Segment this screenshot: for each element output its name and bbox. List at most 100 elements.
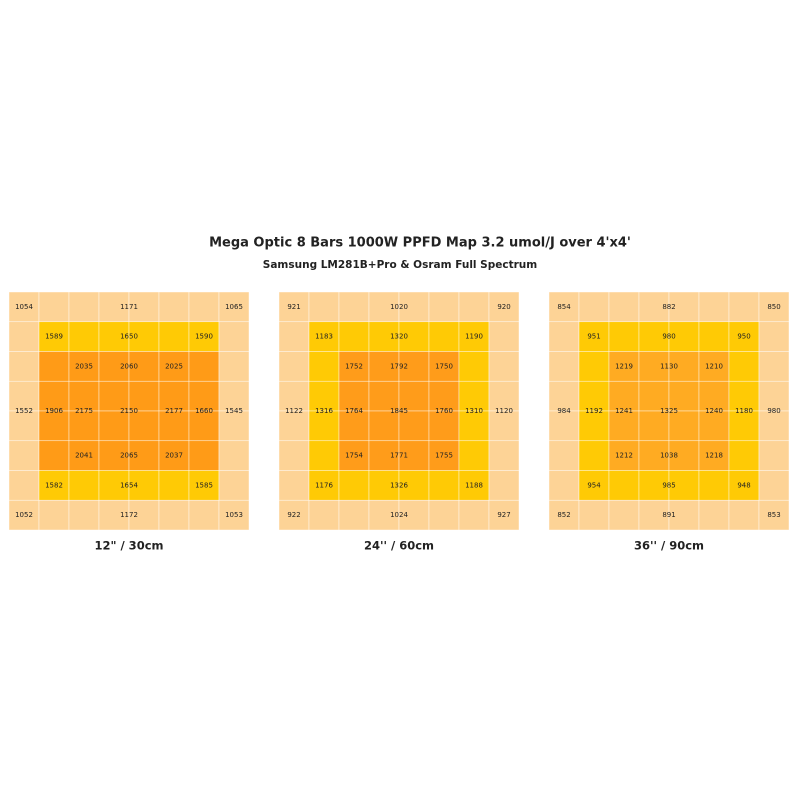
cell xyxy=(128,499,160,531)
cell xyxy=(488,470,520,501)
cell xyxy=(638,321,670,352)
ppfd-value: 1660 xyxy=(195,407,213,415)
ppfd-value: 1650 xyxy=(120,333,138,341)
ppfd-value: 891 xyxy=(662,511,675,519)
ppfd-value: 1590 xyxy=(195,333,213,341)
cell xyxy=(218,291,250,323)
ppfd-value: 1188 xyxy=(465,481,483,489)
cell xyxy=(158,499,190,531)
cell xyxy=(38,291,70,323)
cell xyxy=(488,499,520,531)
ppfd-value: 985 xyxy=(662,481,675,489)
ppfd-value: 1176 xyxy=(315,481,333,489)
cell xyxy=(128,291,160,323)
ppfd-value: 1054 xyxy=(15,303,33,311)
cell xyxy=(668,499,700,531)
ppfd-value: 1210 xyxy=(705,362,723,370)
cell xyxy=(368,440,400,471)
cell xyxy=(668,410,700,442)
cell xyxy=(548,470,580,501)
cell xyxy=(578,321,610,352)
ppfd-value: 1792 xyxy=(390,362,408,370)
cell xyxy=(728,380,760,412)
cell xyxy=(428,440,460,471)
cell xyxy=(698,470,730,501)
cell xyxy=(218,410,250,442)
cell xyxy=(218,321,250,352)
cell xyxy=(158,410,190,442)
cell xyxy=(38,440,70,471)
cell xyxy=(8,470,40,501)
cell xyxy=(158,291,190,323)
cell xyxy=(458,440,490,471)
ppfd-value: 954 xyxy=(587,481,601,489)
cell xyxy=(98,321,130,352)
cell xyxy=(188,291,220,323)
cell xyxy=(278,470,310,501)
ppfd-value: 1654 xyxy=(120,481,138,489)
cell xyxy=(338,499,370,531)
ppfd-value: 1120 xyxy=(495,407,513,415)
cell xyxy=(758,470,790,501)
map-label: 24'' / 60cm xyxy=(364,539,434,553)
cell xyxy=(578,440,610,471)
ppfd-value: 1053 xyxy=(225,511,243,519)
cell xyxy=(8,321,40,352)
cell xyxy=(608,321,640,352)
ppfd-value: 1589 xyxy=(45,333,63,341)
ppfd-value: 1754 xyxy=(345,452,363,460)
cell xyxy=(8,499,40,531)
cell xyxy=(458,291,490,323)
cell xyxy=(38,410,70,442)
ppfd-value: 1771 xyxy=(390,452,408,460)
cell xyxy=(488,410,520,442)
cell xyxy=(278,351,310,382)
cell xyxy=(188,440,220,471)
cell xyxy=(158,351,190,382)
ppfd-value: 2041 xyxy=(75,452,93,460)
cell xyxy=(38,380,70,412)
ppfd-value: 1122 xyxy=(285,407,303,415)
cell xyxy=(488,440,520,471)
cell xyxy=(338,470,370,501)
cell xyxy=(128,380,160,412)
ppfd-value: 1240 xyxy=(705,407,723,415)
cell xyxy=(398,470,430,501)
cell xyxy=(218,380,250,412)
cell xyxy=(8,440,40,471)
cell xyxy=(308,380,340,412)
ppfd-value: 1190 xyxy=(465,333,483,341)
ppfd-value: 1906 xyxy=(45,407,63,415)
cell xyxy=(98,291,130,323)
cell xyxy=(548,440,580,471)
cell xyxy=(308,410,340,442)
cell xyxy=(218,470,250,501)
ppfd-value: 1020 xyxy=(390,303,408,311)
ppfd-value: 951 xyxy=(587,333,600,341)
cell xyxy=(68,321,100,352)
cell xyxy=(128,410,160,442)
ppfd-value: 2175 xyxy=(75,407,93,415)
cell xyxy=(488,321,520,352)
cell xyxy=(428,410,460,442)
cell xyxy=(98,440,130,471)
cell xyxy=(8,410,40,442)
ppfd-value: 1024 xyxy=(390,511,408,519)
cell xyxy=(428,499,460,531)
ppfd-value: 922 xyxy=(287,511,300,519)
ppfd-value: 852 xyxy=(557,511,570,519)
cell xyxy=(458,321,490,352)
ppfd-value: 1545 xyxy=(225,407,243,415)
cell xyxy=(368,380,400,412)
cell xyxy=(668,440,700,471)
ppfd-value: 1219 xyxy=(615,362,633,370)
cell xyxy=(698,291,730,323)
cell xyxy=(608,291,640,323)
cell xyxy=(578,470,610,501)
cell xyxy=(728,351,760,382)
ppfd-value: 2037 xyxy=(165,452,183,460)
title: Mega Optic 8 Bars 1000W PPFD Map 3.2 umo… xyxy=(209,236,631,251)
cell xyxy=(608,470,640,501)
cell xyxy=(338,410,370,442)
cell xyxy=(638,499,670,531)
